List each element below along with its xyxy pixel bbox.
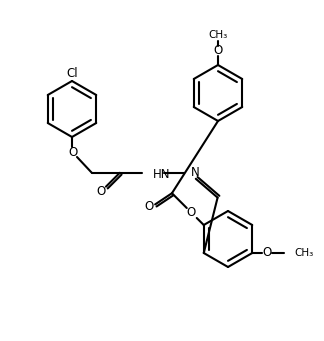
- Text: O: O: [263, 247, 272, 260]
- Text: N: N: [191, 166, 200, 179]
- Text: HN: HN: [153, 168, 170, 181]
- Text: O: O: [145, 200, 154, 213]
- Text: CH₃: CH₃: [294, 248, 314, 258]
- Text: Cl: Cl: [66, 67, 78, 80]
- Text: O: O: [68, 147, 78, 160]
- Text: O: O: [96, 185, 106, 198]
- Text: O: O: [186, 206, 195, 219]
- Text: O: O: [214, 44, 223, 58]
- Text: CH₃: CH₃: [208, 30, 228, 40]
